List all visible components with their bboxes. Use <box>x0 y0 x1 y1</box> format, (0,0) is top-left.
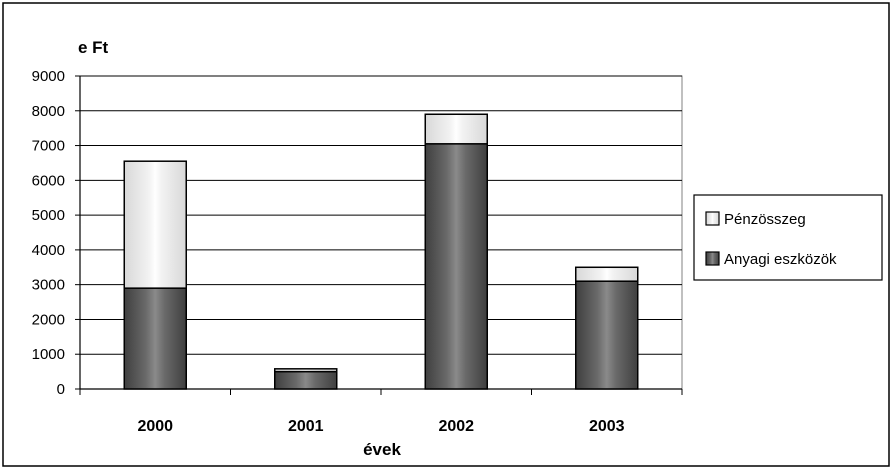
x-tick-label: 2003 <box>589 418 625 435</box>
bar-p-nz-sszeg-2001 <box>274 368 338 373</box>
x-axis-title: évek <box>363 440 401 459</box>
legend: Pénzösszeg Anyagi eszközök <box>693 194 883 281</box>
bar-anyagi-eszk-z-k-2002 <box>424 143 488 390</box>
legend-box <box>693 194 883 281</box>
y-tick-label: 3000 <box>32 277 65 294</box>
bar-p-nz-sszeg-2002 <box>424 113 488 145</box>
legend-swatch <box>705 251 720 266</box>
bar-anyagi-eszk-z-k-2003 <box>575 280 639 390</box>
legend-label: Pénzösszeg <box>724 211 806 228</box>
legend-swatch <box>705 211 720 226</box>
plot-area: 0 1000 2000 3000 4000 5000 6000 7000 8000 9000 200… <box>32 68 683 435</box>
x-tick-label: 2001 <box>288 418 324 435</box>
y-tick-label: 2000 <box>32 311 65 328</box>
y-tick-label: 0 <box>57 381 65 398</box>
y-tick-label: 7000 <box>32 138 65 155</box>
bar-anyagi-eszk-z-k-2001 <box>274 370 338 390</box>
bar-p-nz-sszeg-2000 <box>123 160 187 289</box>
y-tick-label: 6000 <box>32 172 65 189</box>
bar-p-nz-sszeg-2003 <box>575 266 639 282</box>
y-tick-label: 5000 <box>32 207 65 224</box>
y-axis-title: e Ft <box>78 38 109 57</box>
y-tick-label: 4000 <box>32 242 65 259</box>
x-tick-label: 2000 <box>137 418 173 435</box>
bar-anyagi-eszk-z-k-2000 <box>123 287 187 390</box>
legend-label: Anyagi eszközök <box>724 251 837 268</box>
y-tick-label: 9000 <box>32 68 65 85</box>
y-tick-label: 8000 <box>32 103 65 120</box>
y-tick-label: 1000 <box>32 346 65 363</box>
x-tick-label: 2002 <box>438 418 474 435</box>
